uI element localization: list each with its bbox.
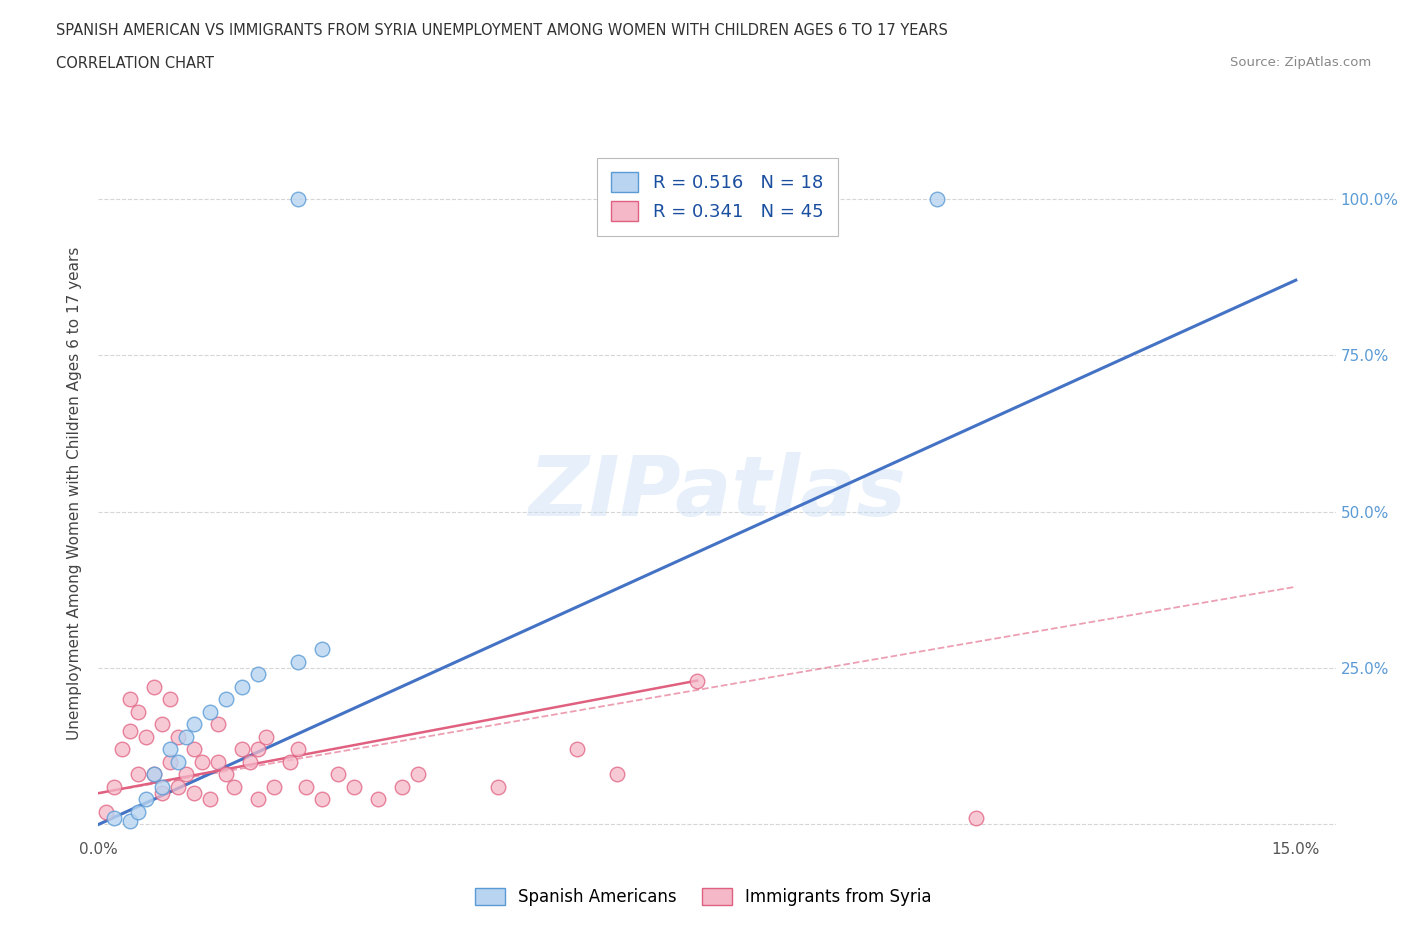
Point [247, 742, 270, 757]
Point [239, 754, 262, 769]
Point [278, 754, 301, 769]
Text: Source: ZipAtlas.com: Source: ZipAtlas.com [1230, 56, 1371, 69]
Point [120, 814, 142, 829]
Point [287, 742, 309, 757]
Point [150, 779, 173, 794]
Point [183, 742, 205, 757]
Point [263, 779, 285, 794]
Point [167, 729, 190, 744]
Point [150, 717, 173, 732]
Text: CORRELATION CHART: CORRELATION CHART [56, 56, 214, 71]
Point [287, 192, 309, 206]
Point [174, 729, 197, 744]
Point [215, 767, 238, 782]
Point [150, 786, 173, 801]
Point [127, 767, 149, 782]
Point [183, 717, 205, 732]
Point [231, 680, 253, 695]
Point [159, 692, 181, 707]
Point [247, 792, 270, 807]
Point [198, 792, 221, 807]
Point [111, 742, 134, 757]
Point [343, 779, 366, 794]
Point [224, 779, 246, 794]
Text: SPANISH AMERICAN VS IMMIGRANTS FROM SYRIA UNEMPLOYMENT AMONG WOMEN WITH CHILDREN: SPANISH AMERICAN VS IMMIGRANTS FROM SYRI… [56, 23, 948, 38]
Point [183, 786, 205, 801]
Point [567, 742, 589, 757]
Point [311, 642, 333, 657]
Point [159, 742, 181, 757]
Point [174, 767, 197, 782]
Point [167, 779, 190, 794]
Point [247, 667, 270, 682]
Point [295, 779, 318, 794]
Point [287, 655, 309, 670]
Point [207, 754, 229, 769]
Y-axis label: Unemployment Among Women with Children Ages 6 to 17 years: Unemployment Among Women with Children A… [67, 246, 83, 739]
Point [103, 779, 125, 794]
Point [96, 804, 118, 819]
Point [391, 779, 413, 794]
Point [159, 754, 181, 769]
Point [143, 680, 166, 695]
Point [311, 792, 333, 807]
Point [925, 192, 948, 206]
Point [127, 804, 149, 819]
Legend: Spanish Americans, Immigrants from Syria: Spanish Americans, Immigrants from Syria [468, 881, 938, 912]
Text: ZIPatlas: ZIPatlas [529, 452, 905, 534]
Point [207, 717, 229, 732]
Point [686, 673, 709, 688]
Point [120, 724, 142, 738]
Point [406, 767, 429, 782]
Point [486, 779, 509, 794]
Legend: R = 0.516   N = 18, R = 0.341   N = 45: R = 0.516 N = 18, R = 0.341 N = 45 [596, 158, 838, 235]
Point [966, 811, 988, 826]
Point [103, 811, 125, 826]
Point [326, 767, 349, 782]
Point [167, 754, 190, 769]
Point [231, 742, 253, 757]
Point [191, 754, 214, 769]
Point [606, 767, 628, 782]
Point [198, 704, 221, 719]
Point [143, 767, 166, 782]
Point [120, 692, 142, 707]
Point [254, 729, 277, 744]
Point [135, 729, 157, 744]
Point [367, 792, 389, 807]
Point [127, 704, 149, 719]
Point [143, 767, 166, 782]
Point [215, 692, 238, 707]
Point [135, 792, 157, 807]
